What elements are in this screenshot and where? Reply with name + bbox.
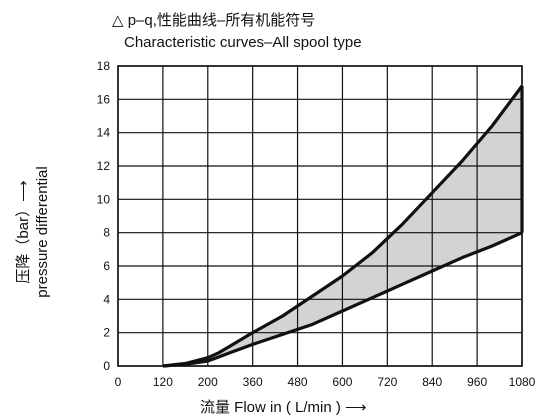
x-tick-label: 960 [467,375,487,389]
x-tick-label: 0 [115,375,122,389]
x-tick-label: 600 [332,375,352,389]
x-tick-label: 200 [198,375,218,389]
x-tick-label: 1080 [509,375,536,389]
y-tick-label: 4 [103,292,110,306]
x-tick-label: 720 [377,375,397,389]
y-tick-label: 10 [97,192,111,206]
x-axis-label: 流量 Flow in ( L/min ) ⟶ [200,399,367,416]
upper-curve [162,85,524,368]
x-tick-label: 360 [243,375,263,389]
y-tick-label: 0 [103,359,110,373]
y-tick-label: 18 [97,59,111,73]
x-tick-label: 120 [153,375,173,389]
x-tick-label: 840 [422,375,442,389]
y-tick-label: 8 [103,226,110,240]
lower-curve [162,231,523,368]
y-tick-label: 6 [103,259,110,273]
y-tick-label: 2 [103,326,110,340]
chart-title-cn: △ p–q,性能曲线–所有机能符号 [112,12,316,29]
y-tick-label: 14 [97,126,111,140]
y-tick-label: 12 [97,159,111,173]
x-tick-label: 480 [288,375,308,389]
y-tick-label: 16 [97,92,111,106]
chart-subtitle-en: Characteristic curves–All spool type [124,34,362,51]
